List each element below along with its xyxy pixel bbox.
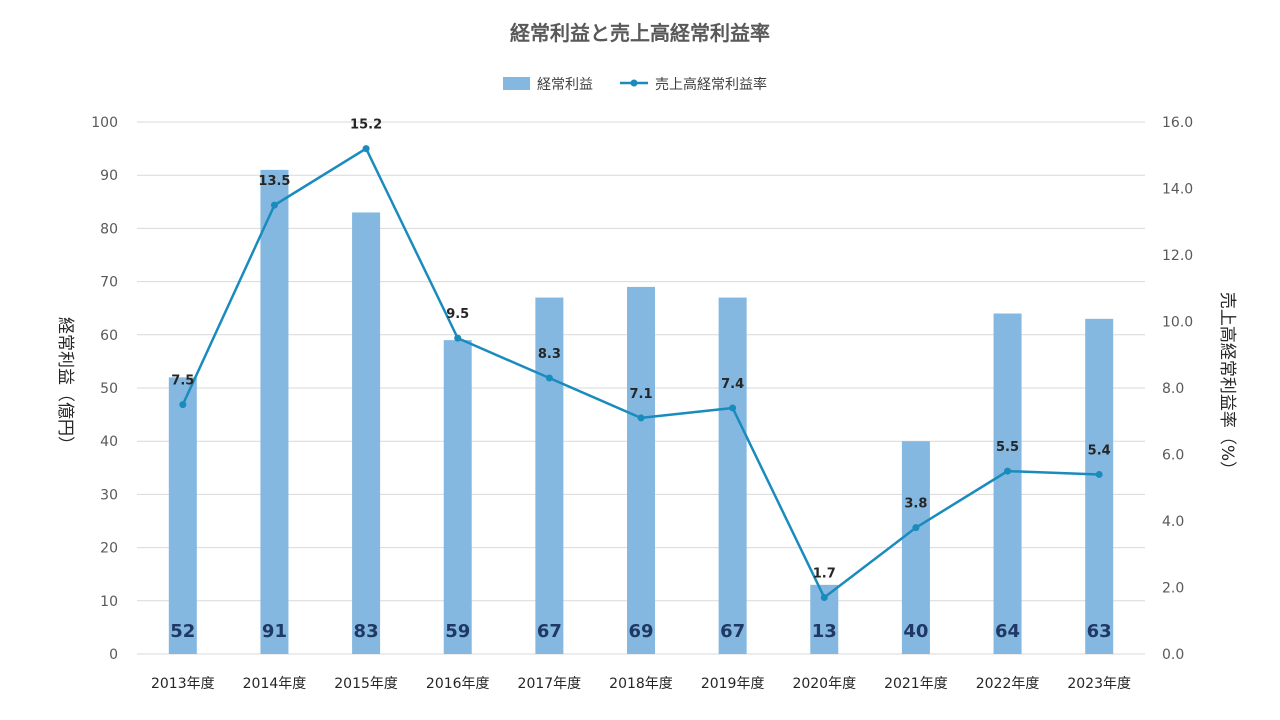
line-point: [637, 414, 645, 422]
y-tick-right: 4.0: [1162, 514, 1184, 530]
bar-data-label: 67: [720, 621, 745, 642]
bar: [443, 340, 472, 654]
y-tick-right: 8.0: [1162, 381, 1184, 397]
x-tick: 2021年度: [884, 676, 948, 692]
y-tick-right: 10.0: [1162, 315, 1193, 331]
x-tick: 2023年度: [1067, 676, 1131, 692]
bar: [168, 377, 197, 654]
line-point: [912, 524, 920, 532]
bar-series: 52 91 83 59 67 69 67 13 40 64 63: [168, 169, 1114, 654]
bar: [535, 297, 564, 654]
line-point: [545, 374, 553, 382]
x-tick: 2017年度: [518, 676, 582, 692]
bar-data-label: 52: [170, 621, 195, 642]
x-tick: 2016年度: [426, 676, 490, 692]
y-tick-left: 30: [100, 487, 118, 503]
y-tick-left: 40: [100, 434, 118, 450]
bar-data-label: 69: [628, 621, 653, 642]
line-point: [729, 404, 737, 412]
bar: [993, 313, 1022, 654]
legend-bar-label: 経常利益: [537, 77, 593, 93]
legend-bar-swatch: [503, 77, 530, 90]
bar: [1085, 318, 1114, 654]
bar-data-label: 91: [262, 621, 287, 642]
y-tick-left: 60: [100, 328, 118, 344]
line-data-label: 3.8: [904, 497, 927, 512]
y-axis-right-title: 売上高経常利益率（%）: [1217, 292, 1237, 478]
line-point: [1095, 470, 1103, 478]
y-tick-right: 6.0: [1162, 448, 1184, 464]
x-tick: 2013年度: [151, 676, 215, 692]
x-tick: 2019年度: [701, 676, 765, 692]
line-data-label: 1.7: [813, 566, 836, 581]
bar-data-label: 83: [354, 621, 379, 642]
bar-data-label: 40: [903, 621, 928, 642]
line-point: [1004, 467, 1012, 475]
bar-data-label: 64: [995, 621, 1020, 642]
y-tick-left: 70: [100, 275, 118, 291]
line-data-label: 5.5: [996, 440, 1019, 455]
x-axis: 2013年度 2014年度 2015年度 2016年度 2017年度 2018年度 2019…: [151, 676, 1131, 692]
legend-line-label: 売上高経常利益率: [655, 76, 767, 93]
bar-data-label: 59: [445, 621, 470, 642]
line-point: [820, 593, 828, 601]
x-tick: 2015年度: [334, 676, 398, 692]
y-tick-left: 90: [100, 168, 118, 184]
bar: [352, 212, 381, 654]
bar-data-label: 13: [812, 621, 837, 642]
line-data-label: 13.5: [258, 174, 290, 189]
line-data-label: 5.4: [1088, 443, 1111, 458]
line-point: [362, 145, 370, 153]
y-tick-left: 10: [100, 594, 118, 610]
line-data-label: 7.4: [721, 377, 744, 392]
bar: [627, 286, 655, 654]
y-tick-right: 12.0: [1162, 248, 1193, 264]
y-tick-left: 0: [109, 647, 118, 663]
line-data-label: 9.5: [446, 307, 469, 322]
bar-data-label: 63: [1087, 621, 1112, 642]
y-tick-right: 2.0: [1162, 581, 1184, 597]
line-data-label: 7.1: [629, 387, 652, 402]
line-series: 7.5 13.5 15.2 9.5 8.3 7.1 7.4 1.7 3.8 5.5 5.4: [171, 118, 1111, 601]
bar: [260, 169, 289, 654]
line-point: [454, 334, 462, 342]
line-data-label: 7.5: [171, 374, 194, 389]
line-data-label: 8.3: [538, 347, 561, 362]
y-axis-left-title: 経常利益（億円）: [55, 317, 75, 453]
legend: 経常利益 売上高経常利益率: [503, 76, 767, 93]
x-tick: 2022年度: [976, 676, 1040, 692]
bar: [718, 297, 747, 654]
y-tick-left: 80: [100, 221, 118, 237]
y-tick-left: 20: [100, 541, 118, 557]
line-point: [270, 201, 278, 209]
y-axis-right: 0.0 2.0 4.0 6.0 8.0 10.0 12.0 14.0 16.0: [1162, 115, 1193, 663]
x-tick: 2018年度: [609, 676, 673, 692]
y-axis-left: 0 10 20 30 40 50 60 70 80 90 100: [91, 115, 118, 663]
line-data-label: 15.2: [350, 118, 382, 133]
y-tick-left: 100: [91, 115, 118, 131]
chart-title: 経常利益と売上高経常利益率: [510, 21, 770, 45]
line-point: [179, 401, 187, 409]
bar-data-label: 67: [537, 621, 562, 642]
y-tick-right: 0.0: [1162, 647, 1184, 663]
legend-line-marker: [630, 79, 638, 87]
y-tick-left: 50: [100, 381, 118, 397]
bar: [901, 441, 930, 654]
y-tick-right: 14.0: [1162, 182, 1193, 198]
x-tick: 2020年度: [792, 676, 856, 692]
x-tick: 2014年度: [243, 676, 307, 692]
y-tick-right: 16.0: [1162, 115, 1193, 131]
